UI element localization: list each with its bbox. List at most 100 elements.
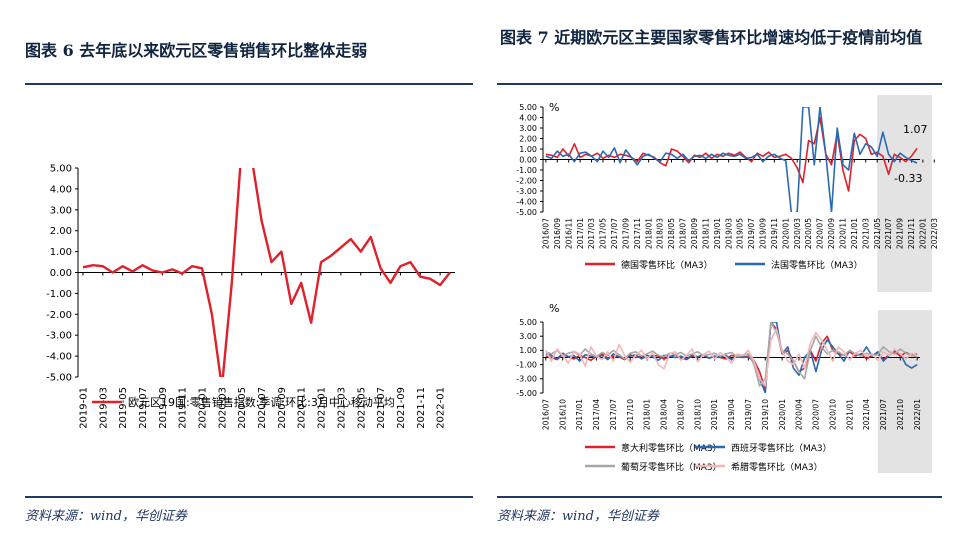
x-tick-label: 2018/04 <box>660 399 669 430</box>
x-tick-label: 2021/07 <box>879 399 888 430</box>
series-line <box>545 328 918 387</box>
x-tick-label: 2021-11 <box>416 387 427 429</box>
y-tick-label: -3.00 <box>516 375 537 384</box>
legend-label: 德国零售环比（MA3） <box>621 259 713 271</box>
series-line <box>82 168 451 377</box>
x-tick-label: 2020-01 <box>198 387 209 429</box>
y-unit-label: % <box>549 101 559 114</box>
y-tick-label: 1.00 <box>519 346 537 355</box>
y-tick-label: 5.00 <box>50 164 72 175</box>
x-tick-label: 2019/04 <box>727 399 736 430</box>
x-tick-label: 2019/01 <box>710 399 719 430</box>
y-tick-label: -1.00 <box>516 360 537 369</box>
y-tick-label: -2.00 <box>46 310 72 321</box>
x-tick-label: 2020/07 <box>816 218 825 249</box>
x-tick-label: 2017/04 <box>592 399 601 430</box>
x-tick-label: 2021-07 <box>376 387 387 429</box>
legend-label: 意大利零售环比（MA3） <box>621 442 722 454</box>
x-tick-label: 2019-11 <box>178 387 189 429</box>
y-tick-label: 1.00 <box>50 247 72 258</box>
x-tick-label: 2017/01 <box>576 218 585 249</box>
x-tick-label: 2017/11 <box>633 218 642 249</box>
figure6-source: 资料来源：wind，华创证券 <box>25 509 187 524</box>
x-tick-label: 2020/07 <box>812 399 821 430</box>
x-tick-label: 2019/03 <box>724 218 733 249</box>
legend-label: 法国零售环比（MA3） <box>771 259 863 271</box>
x-tick-label: 2017/01 <box>575 399 584 430</box>
x-tick-label: 2019/10 <box>761 399 770 430</box>
figure7-source: 资料来源：wind，华创证券 <box>497 509 659 524</box>
legend-label: 希腊零售环比（MA3） <box>731 461 823 473</box>
x-tick-label: 2017/07 <box>609 399 618 430</box>
x-tick-label: 2021/03 <box>861 218 870 249</box>
x-tick-label: 2021/11 <box>907 218 916 249</box>
figure7-bottom-rule <box>497 496 942 498</box>
x-tick-label: 2021/04 <box>862 399 871 430</box>
x-tick-label: 2016/09 <box>553 218 562 249</box>
x-tick-label: 2020-11 <box>297 387 308 429</box>
x-tick-label: 2020-05 <box>237 387 248 429</box>
x-tick-label: 2018/07 <box>676 399 685 430</box>
y-tick-label: 5.00 <box>519 103 537 112</box>
x-tick-label: 2020/01 <box>778 399 787 430</box>
figure6-title: 图表 6 去年底以来欧元区零售销售环比整体走弱 <box>25 41 368 60</box>
y-tick-label: -4.00 <box>516 197 537 206</box>
y-tick-label: 4.00 <box>519 113 537 122</box>
x-tick-label: 2019-03 <box>98 387 109 429</box>
recent-period-shading <box>877 310 932 473</box>
x-tick-label: 2021/01 <box>845 399 854 430</box>
x-tick-label: 2018/05 <box>667 218 676 249</box>
y-tick-label: -5.00 <box>516 389 537 398</box>
x-tick-label: 2017/09 <box>621 218 630 249</box>
x-tick-label: 2020/05 <box>804 218 813 249</box>
y-tick-label: -4.00 <box>46 352 72 363</box>
x-tick-label: 2018/11 <box>701 218 710 249</box>
x-tick-label: 2016/07 <box>541 399 550 430</box>
x-tick-label: 2019/07 <box>747 218 756 249</box>
y-tick-label: -5.00 <box>516 208 537 217</box>
y-tick-label: 0.00 <box>519 155 537 164</box>
x-tick-label: 2020/09 <box>827 218 836 249</box>
y-tick-label: -3.00 <box>516 187 537 196</box>
y-tick-label: 3.00 <box>519 124 537 133</box>
x-tick-label: 2019-09 <box>158 387 169 429</box>
y-tick-label: 2.00 <box>50 226 72 237</box>
x-tick-label: 2020/04 <box>795 399 804 430</box>
figure7-top-rule <box>497 83 942 85</box>
legend-label: 葡萄牙零售环比（MA3） <box>621 461 722 473</box>
y-tick-label: 4.00 <box>50 184 72 195</box>
x-tick-label: 2016/07 <box>541 218 550 249</box>
y-tick-label: -3.00 <box>46 331 72 342</box>
x-tick-label: 2020-03 <box>217 387 228 429</box>
y-tick-label: -5.00 <box>46 373 72 384</box>
x-tick-label: 2022/03 <box>930 218 939 249</box>
series-line <box>545 107 918 212</box>
y-tick-label: 5.00 <box>519 318 537 327</box>
x-tick-label: 2021/01 <box>850 218 859 249</box>
y-tick-label: 0.00 <box>50 268 72 279</box>
x-tick-label: 2018/07 <box>679 218 688 249</box>
recent-period-shading <box>877 95 932 292</box>
annotation-germany-latest: 1.07 <box>903 123 928 136</box>
x-tick-label: 2018/09 <box>690 218 699 249</box>
x-tick-label: 2022/01 <box>913 399 922 430</box>
x-tick-label: 2017/10 <box>626 399 635 430</box>
legend-label: 欧元区19国:零售销售指数:季调:环比:3月中心移动平均 <box>128 395 395 409</box>
annotation-france-latest: -0.33 <box>894 172 922 185</box>
x-tick-label: 2020/03 <box>793 218 802 249</box>
x-tick-label: 2020/10 <box>828 399 837 430</box>
x-tick-label: 2019/01 <box>713 218 722 249</box>
x-tick-label: 2020/11 <box>839 218 848 249</box>
x-tick-label: 2020-07 <box>257 387 268 429</box>
legend-label: 西班牙零售环比（MA3） <box>731 442 832 454</box>
y-tick-label: 2.00 <box>519 134 537 143</box>
figure6-bottom-rule <box>25 496 473 498</box>
x-tick-label: 2021-03 <box>336 387 347 429</box>
y-tick-label: 1.00 <box>519 145 537 154</box>
x-tick-label: 2021/05 <box>873 218 882 249</box>
x-tick-label: 2019-07 <box>138 387 149 429</box>
x-tick-label: 2022-01 <box>436 387 447 429</box>
